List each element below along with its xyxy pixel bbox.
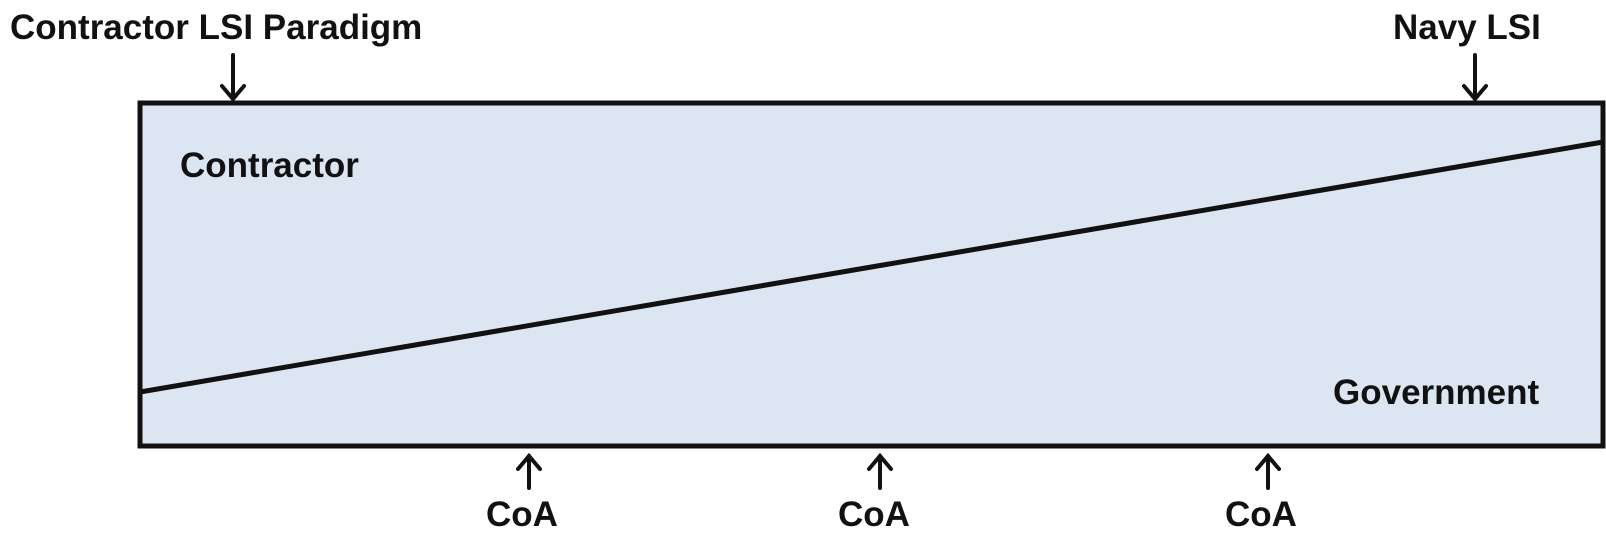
contractor-lsi-paradigm-label: Contractor LSI Paradigm	[10, 8, 423, 47]
arrow-up-coa-2-icon	[867, 452, 893, 490]
navy-lsi-label: Navy LSI	[1393, 8, 1541, 47]
coa-label-2: CoA	[838, 495, 910, 534]
spectrum-box	[137, 100, 1606, 449]
arrow-up-coa-1-icon	[516, 452, 542, 490]
coa-label-1: CoA	[486, 495, 558, 534]
contractor-region-label: Contractor	[180, 146, 359, 185]
contractor-government-divider	[139, 139, 1604, 395]
arrow-up-coa-3-icon	[1255, 452, 1281, 490]
coa-label-3: CoA	[1225, 495, 1297, 534]
government-region-label: Government	[1333, 373, 1540, 412]
arrow-down-right-icon	[1462, 53, 1488, 103]
arrow-down-left-icon	[220, 53, 246, 103]
